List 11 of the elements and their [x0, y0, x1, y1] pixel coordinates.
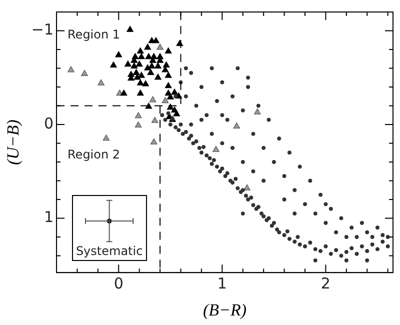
- x-axis-title: (B−R): [202, 300, 247, 320]
- y-tick-label: −1: [31, 20, 54, 39]
- x-tick-label: 0: [114, 274, 124, 292]
- y-tick-label: 1: [44, 208, 54, 226]
- y-axis-title: (U−B): [4, 119, 23, 166]
- annotation: Region 2: [68, 147, 120, 162]
- x-tick-label: 2: [320, 274, 330, 292]
- legend-label: Systematic: [76, 244, 143, 258]
- x-tick-label: 1: [217, 274, 227, 292]
- y-tick-label: 0: [44, 114, 54, 132]
- annotation: Region 1: [68, 28, 120, 42]
